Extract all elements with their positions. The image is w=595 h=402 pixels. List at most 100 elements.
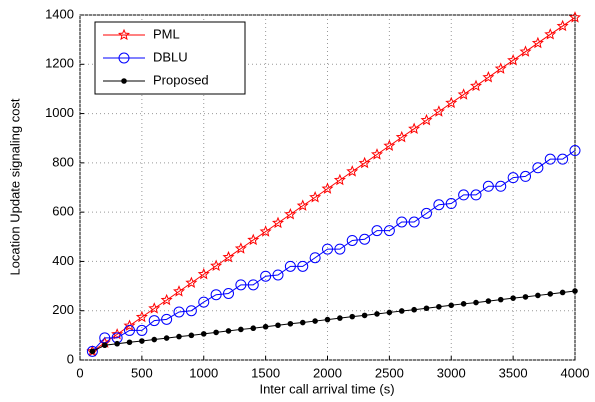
marker [569, 11, 581, 23]
marker [423, 305, 430, 312]
marker [333, 173, 346, 186]
marker [250, 325, 257, 332]
legend-marker [121, 78, 127, 84]
marker [185, 305, 197, 317]
marker [544, 28, 557, 40]
marker [507, 54, 520, 66]
marker [297, 260, 309, 272]
marker [312, 318, 318, 324]
y-axis-label: Location Update signaling cost [7, 98, 22, 275]
legend-label: DBLU [153, 49, 188, 64]
marker [309, 252, 321, 264]
marker [482, 180, 494, 192]
series-line [92, 150, 576, 352]
marker [173, 285, 185, 297]
marker [139, 338, 145, 344]
x-tick-label: 3000 [437, 365, 466, 380]
marker [334, 243, 346, 255]
marker [448, 302, 455, 309]
marker [188, 332, 195, 339]
series-line [92, 17, 576, 352]
marker [395, 130, 408, 143]
marker [421, 207, 432, 219]
marker [346, 234, 358, 246]
y-tick-label: 200 [52, 302, 74, 317]
marker [299, 319, 306, 326]
marker [322, 243, 333, 255]
marker [271, 216, 285, 229]
marker [101, 342, 108, 349]
marker [507, 172, 519, 184]
x-tick-label: 4000 [561, 365, 590, 380]
y-tick-label: 1200 [45, 56, 74, 71]
marker [436, 303, 442, 310]
marker [383, 225, 395, 237]
marker [223, 287, 234, 299]
marker [135, 310, 148, 323]
series-line [92, 290, 576, 352]
marker [222, 250, 235, 263]
marker [531, 36, 544, 49]
marker [234, 242, 247, 254]
marker [411, 306, 417, 313]
marker [197, 267, 210, 280]
legend-label: PML [153, 26, 180, 41]
legend-marker [118, 28, 130, 41]
y-tick-label: 600 [52, 204, 74, 219]
y-tick-label: 1000 [45, 105, 74, 120]
marker [457, 88, 470, 100]
marker [485, 298, 492, 304]
x-tick-label: 1000 [189, 365, 218, 380]
x-tick-label: 3500 [499, 365, 528, 380]
marker [284, 208, 297, 220]
marker [210, 289, 222, 301]
marker [510, 295, 516, 301]
marker [176, 333, 182, 340]
marker [374, 311, 380, 317]
marker [163, 335, 170, 341]
marker [433, 199, 445, 211]
marker [460, 301, 467, 307]
marker [497, 296, 504, 303]
marker [260, 270, 272, 282]
marker [126, 339, 133, 346]
marker [547, 291, 554, 297]
marker [361, 312, 368, 319]
marker [386, 309, 393, 316]
marker [213, 329, 219, 336]
marker [275, 322, 281, 329]
marker [287, 320, 294, 327]
marker [259, 225, 272, 237]
marker [262, 323, 269, 330]
marker [247, 233, 260, 246]
marker [349, 313, 356, 320]
marker [321, 182, 334, 194]
x-tick-label: 2000 [313, 365, 342, 380]
y-tick-label: 800 [52, 154, 74, 169]
marker [185, 276, 198, 288]
marker [225, 328, 232, 334]
marker [124, 324, 135, 336]
marker [494, 62, 507, 74]
marker [458, 189, 470, 201]
marker [89, 348, 96, 355]
marker [371, 225, 383, 237]
marker [522, 294, 529, 300]
marker [482, 71, 495, 83]
marker [296, 199, 309, 211]
marker [123, 319, 136, 331]
marker [359, 233, 371, 245]
marker [272, 269, 284, 281]
y-tick-label: 400 [52, 253, 74, 268]
marker [198, 296, 210, 308]
marker [445, 198, 457, 210]
marker [557, 153, 569, 165]
marker [148, 302, 161, 314]
x-tick-label: 0 [76, 365, 83, 380]
marker [136, 324, 148, 336]
marker [210, 259, 223, 271]
marker [572, 288, 578, 294]
marker [358, 156, 371, 169]
marker [160, 293, 173, 306]
